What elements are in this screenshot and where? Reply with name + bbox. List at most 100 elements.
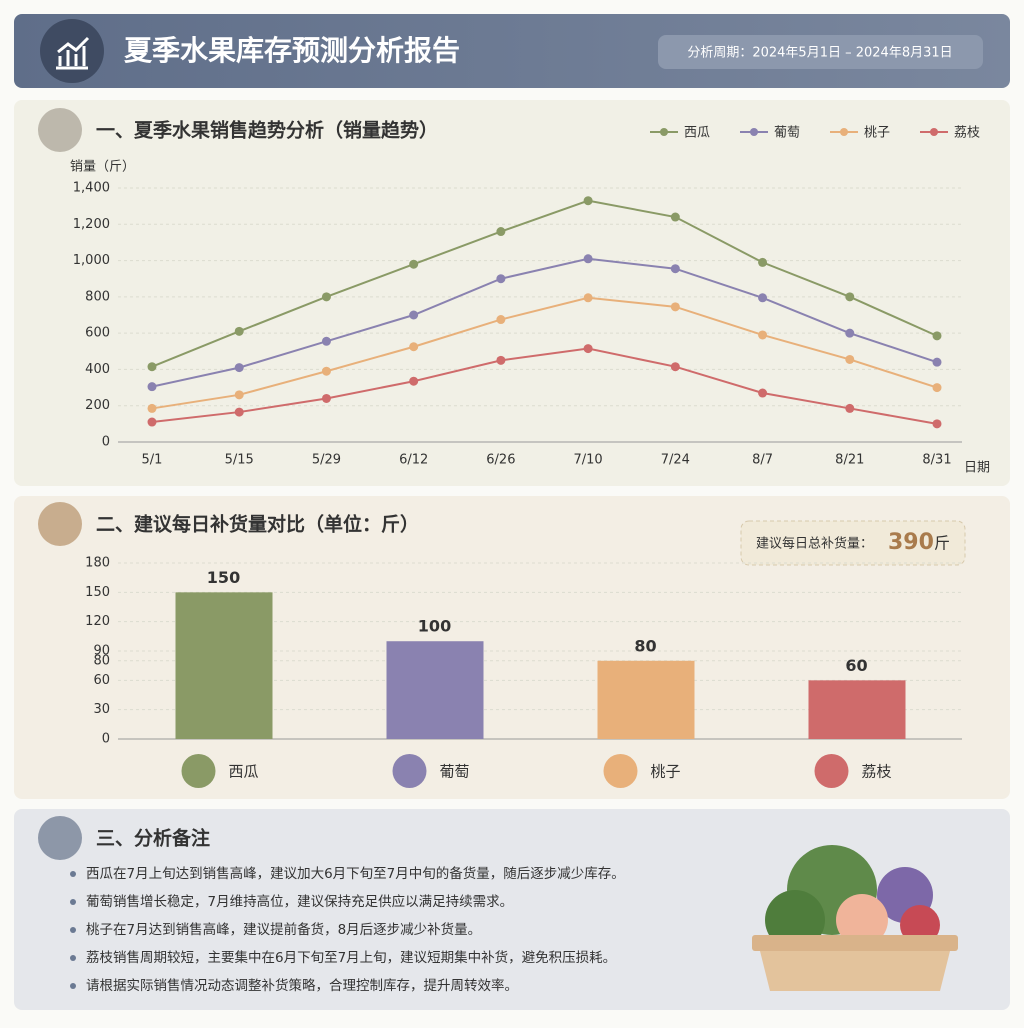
- bar: [597, 660, 695, 739]
- y-axis-label: 销量（斤）: [70, 160, 135, 175]
- panel: [14, 100, 1010, 486]
- x-tick-label: 葡萄: [440, 763, 470, 781]
- point: [932, 357, 942, 367]
- point: [234, 363, 244, 373]
- point: [932, 419, 942, 429]
- legend-label: 葡萄: [774, 126, 800, 141]
- legend-label: 桃子: [864, 126, 890, 141]
- header-bg: [14, 14, 1010, 88]
- line: [151, 296, 938, 410]
- section-icon: [38, 108, 82, 152]
- section-title: 三、分析备注: [96, 827, 210, 850]
- point: [583, 196, 593, 206]
- note: 请根据实际销售情况动态调整补货策略，合理控制库存，提升周转效率。: [86, 977, 518, 994]
- point: [496, 227, 506, 237]
- point: [409, 310, 419, 320]
- total-value: 390: [888, 530, 934, 555]
- point: [583, 293, 593, 303]
- point: [845, 354, 855, 364]
- point: [932, 331, 942, 341]
- point: [845, 328, 855, 338]
- header-icon: [40, 19, 104, 83]
- legend-label: 荔枝: [954, 126, 980, 141]
- y-tick-label: 1,000: [73, 253, 110, 268]
- value-label: 60: [845, 656, 867, 675]
- y-tick-label: 400: [85, 362, 110, 377]
- legend-label: 西瓜: [684, 126, 710, 141]
- point: [409, 376, 419, 386]
- x-tick-label: 7/24: [661, 453, 690, 468]
- fruit-icon: [603, 754, 638, 788]
- point: [932, 383, 942, 393]
- point: [845, 403, 855, 413]
- point: [670, 302, 680, 312]
- point: [496, 355, 506, 365]
- bullet: [70, 899, 76, 905]
- point: [758, 293, 768, 303]
- y-tick-label: 80: [93, 653, 110, 668]
- line: [151, 199, 938, 368]
- note: 荔枝销售周期较短，主要集中在6月下旬至7月上旬，建议短期集中补货，避免积压损耗。: [86, 949, 616, 966]
- x-tick-label: 5/29: [312, 453, 341, 468]
- point: [409, 342, 419, 352]
- y-tick-label: 30: [93, 702, 110, 717]
- panel: [14, 809, 1010, 1010]
- bar: [175, 592, 273, 739]
- point: [147, 417, 157, 427]
- x-tick-label: 西瓜: [229, 763, 259, 781]
- y-tick-label: 200: [85, 398, 110, 413]
- section-icon: [38, 502, 82, 546]
- bullet: [70, 927, 76, 933]
- total-box: [740, 520, 966, 566]
- fruit-icon: [181, 754, 216, 788]
- point: [147, 382, 157, 392]
- point: [758, 257, 768, 267]
- bar: [808, 680, 906, 739]
- point: [670, 264, 680, 274]
- fruit-icon: [814, 754, 849, 788]
- bullet: [70, 983, 76, 989]
- legend-dot: [840, 128, 848, 136]
- section-title: 一、夏季水果销售趋势分析（销量趋势）: [96, 119, 438, 142]
- icon-glyph: [56, 36, 90, 70]
- point: [321, 366, 331, 376]
- legend-dot: [750, 128, 758, 136]
- point: [321, 292, 331, 302]
- point: [147, 403, 157, 413]
- y-tick-label: 90: [93, 644, 110, 659]
- point: [670, 362, 680, 372]
- line: [151, 347, 938, 425]
- y-tick-label: 180: [85, 556, 110, 571]
- x-tick-label: 5/1: [142, 453, 163, 468]
- basket-illustration: [752, 845, 958, 991]
- value-label: 80: [634, 636, 656, 655]
- bullet: [70, 955, 76, 961]
- x-tick-label: 6/26: [486, 453, 515, 468]
- x-tick-label: 桃子: [651, 763, 681, 781]
- point: [496, 274, 506, 284]
- x-tick-label: 5/15: [225, 453, 254, 468]
- x-tick-label: 6/12: [399, 453, 428, 468]
- point: [583, 344, 593, 354]
- section-icon: [38, 816, 82, 860]
- point: [234, 390, 244, 400]
- note: 桃子在7月达到销售高峰，建议提前备货，8月后逐步减少补货量。: [86, 921, 481, 938]
- point: [147, 362, 157, 372]
- point: [409, 259, 419, 269]
- title: 夏季水果库存预测分析报告: [124, 34, 460, 67]
- point: [321, 336, 331, 346]
- x-tick-label: 荔枝: [862, 763, 892, 781]
- y-tick-label: 150: [85, 585, 110, 600]
- note: 西瓜在7月上旬达到销售高峰，建议加大6月下旬至7月中旬的备货量，随后逐步减少库存…: [86, 865, 625, 882]
- y-tick-label: 600: [85, 326, 110, 341]
- x-axis-label: 日期: [964, 461, 990, 476]
- point: [670, 212, 680, 222]
- point: [234, 407, 244, 417]
- point: [496, 315, 506, 325]
- y-tick-label: 1,400: [73, 181, 110, 196]
- bullet: [70, 871, 76, 877]
- y-tick-label: 0: [102, 435, 110, 450]
- y-tick-label: 60: [93, 673, 110, 688]
